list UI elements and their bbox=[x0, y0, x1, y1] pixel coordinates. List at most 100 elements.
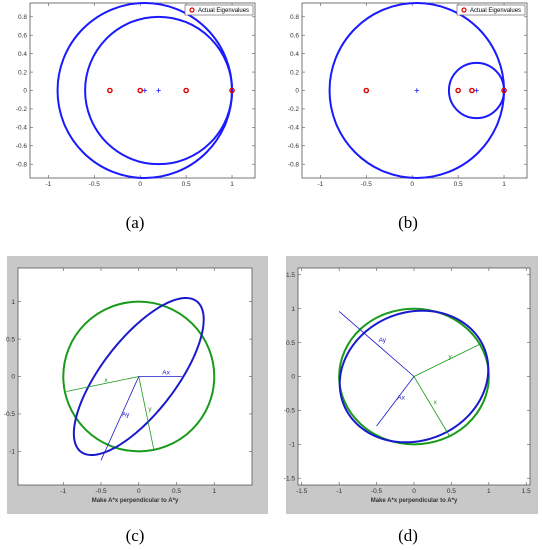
vector-ay bbox=[100, 376, 140, 461]
y-tick-label: -0.4 bbox=[16, 125, 28, 132]
y-tick-label: -1 bbox=[9, 449, 15, 456]
y-tick-label: 0 bbox=[23, 88, 27, 95]
y-tick-label: 0 bbox=[295, 88, 299, 95]
x-tick-label: -1 bbox=[45, 181, 51, 188]
vector-y bbox=[413, 344, 480, 377]
y-tick-label: 0 bbox=[291, 374, 295, 381]
panel-b: -1 -0.5 0 0.5 1 0.8 0.6 0.4 0.2 0 -0.2 -0.4 -0.6 -0.8… bbox=[288, 2, 528, 188]
legend-label: Actual Eigenvalues bbox=[198, 8, 249, 14]
y-tick-label: -0.8 bbox=[16, 161, 28, 168]
unit-circle bbox=[62, 300, 216, 453]
eigenvalue-point bbox=[137, 87, 144, 94]
x-tick-label: 0 bbox=[138, 181, 142, 188]
x-tick-label: -1 bbox=[336, 488, 342, 495]
x-tick-label: -0.5 bbox=[371, 488, 383, 495]
y-tick-label: -1 bbox=[289, 442, 295, 449]
caption-b: (b) bbox=[398, 213, 418, 232]
y-tick-label: -0.6 bbox=[16, 143, 28, 150]
y-tick-label: -0.8 bbox=[288, 161, 300, 168]
vector-label: y bbox=[148, 406, 152, 413]
y-tick-label: 0.2 bbox=[290, 69, 299, 76]
vector-y bbox=[138, 376, 155, 450]
y-tick-label: 0.8 bbox=[18, 14, 27, 21]
y-tick-label: -0.5 bbox=[4, 411, 16, 418]
y-tick-label: 0.6 bbox=[290, 32, 299, 39]
legend-box bbox=[184, 4, 254, 16]
vector-x bbox=[413, 376, 450, 436]
y-tick-label: 0 bbox=[11, 374, 15, 381]
x-tick-label: -1 bbox=[60, 488, 66, 495]
vector-label: x bbox=[434, 399, 438, 406]
x-tick-label: 1 bbox=[212, 488, 216, 495]
eigenvalue-point bbox=[183, 87, 189, 94]
unit-circle bbox=[338, 307, 490, 446]
x-tick-label: 0.5 bbox=[454, 181, 463, 188]
vector-label: Ay bbox=[379, 337, 387, 344]
panel-a: -1 -0.5 0 0.5 1 0.8 0.6 0.4 0.2 0 -0.2 -0.4 -0.6 -0.8… bbox=[16, 2, 256, 188]
y-tick-label: -0.5 bbox=[284, 408, 296, 415]
y-tick-label: 0.5 bbox=[6, 336, 15, 343]
caption-a: (a) bbox=[126, 213, 145, 232]
y-tick-label: 0.2 bbox=[18, 69, 27, 76]
x-tick-label: 1.5 bbox=[522, 488, 531, 495]
x-tick-label: 1 bbox=[487, 488, 491, 495]
vector-label: x bbox=[105, 377, 109, 384]
vector-label: Ay bbox=[122, 411, 130, 418]
x-tick-label: 0 bbox=[410, 181, 414, 188]
circle-center-marker bbox=[156, 88, 161, 93]
y-tick-label: -0.6 bbox=[288, 143, 300, 150]
x-tick-label: 1 bbox=[230, 181, 234, 188]
y-tick-label: -0.2 bbox=[16, 106, 28, 113]
legend-label: Actual Eigenvalues bbox=[470, 8, 521, 14]
legend-marker bbox=[189, 7, 195, 13]
eigenvalue-point bbox=[455, 87, 461, 94]
x-tick-label: 0.5 bbox=[172, 488, 181, 495]
x-axis-label: Make A*x perpendicular to A*y bbox=[371, 498, 458, 504]
x-tick-label: 0.5 bbox=[447, 488, 456, 495]
vector-ay bbox=[338, 311, 415, 377]
x-tick-label: -0.5 bbox=[89, 181, 101, 188]
vector-label: y bbox=[449, 354, 453, 361]
eigenvalue-point bbox=[107, 87, 113, 94]
circle-center-marker bbox=[474, 88, 479, 93]
y-tick-label: 1 bbox=[11, 299, 15, 306]
axes-box bbox=[301, 2, 528, 179]
caption-d: (d) bbox=[398, 526, 418, 545]
x-tick-label: 0 bbox=[137, 488, 141, 495]
panel-d: -1.5 -1 -0.5 0 0.5 1 1.5 1.5 1 0.5 0 -0.5 -1 -1.5 y x Ax… bbox=[284, 256, 538, 514]
eigenvalue-point bbox=[469, 87, 475, 94]
x-axis-label: Make A*x perpendicular to A*y bbox=[92, 498, 179, 504]
x-tick-label: -1 bbox=[317, 181, 323, 188]
panel-c: -1 -0.5 0 0.5 1 1 0.5 0 -0.5 -1 x y Ax Ay Make A*x per… bbox=[4, 256, 268, 514]
eigen-bound-circle bbox=[84, 15, 234, 166]
vector-x bbox=[66, 376, 139, 392]
x-tick-label: 0.5 bbox=[182, 181, 191, 188]
caption-c: (c) bbox=[126, 526, 145, 545]
eigenvalue-point bbox=[229, 87, 235, 94]
y-tick-label: 0.6 bbox=[18, 32, 27, 39]
legend-marker bbox=[461, 7, 467, 13]
x-tick-label: -1.5 bbox=[296, 488, 308, 495]
vector-label: Ax bbox=[397, 394, 405, 401]
x-tick-label: -0.5 bbox=[95, 488, 107, 495]
y-tick-label: -1.5 bbox=[284, 475, 296, 482]
y-tick-label: 0.4 bbox=[18, 51, 27, 58]
y-tick-label: 1.5 bbox=[286, 272, 295, 279]
circle-center-marker bbox=[414, 88, 419, 93]
y-tick-label: 0.5 bbox=[286, 340, 295, 347]
transformed-ellipse bbox=[338, 309, 490, 444]
y-tick-label: 0.4 bbox=[290, 51, 299, 58]
transformed-ellipse bbox=[72, 296, 205, 457]
eigenvalue-point bbox=[363, 87, 370, 94]
y-tick-label: 1 bbox=[291, 306, 295, 313]
circle-center-marker bbox=[142, 88, 147, 93]
y-tick-label: -0.4 bbox=[288, 125, 300, 132]
legend-box bbox=[456, 4, 526, 16]
x-tick-label: 0 bbox=[412, 488, 416, 495]
y-tick-label: 0.8 bbox=[290, 14, 299, 21]
eigen-bound-circle bbox=[447, 61, 506, 120]
x-tick-label: 1 bbox=[502, 181, 506, 188]
vector-label: Ax bbox=[162, 370, 170, 377]
y-tick-label: -0.2 bbox=[288, 106, 300, 113]
